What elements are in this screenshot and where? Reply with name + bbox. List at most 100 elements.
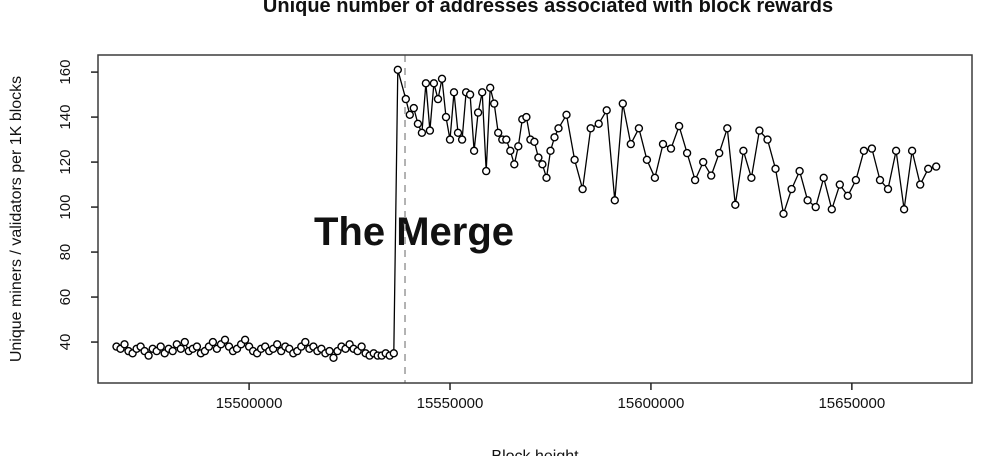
data-point <box>208 337 218 347</box>
data-point <box>357 342 366 351</box>
data-point <box>510 160 519 169</box>
plot-border <box>97 54 973 384</box>
data-point <box>325 346 334 356</box>
data-point <box>542 173 551 183</box>
y-axis-label: Unique miners / validators per 1K blocks <box>8 76 25 362</box>
data-point <box>240 335 250 344</box>
data-point <box>562 110 571 120</box>
data-point <box>421 79 431 88</box>
x-tick-label: 15550000 <box>417 395 484 412</box>
chart-title: Unique number of addresses associated wi… <box>263 0 833 17</box>
data-point <box>747 173 756 183</box>
data-point <box>413 119 423 129</box>
data-series <box>112 65 941 362</box>
data-point <box>465 90 475 99</box>
y-tick-label: 100 <box>57 195 74 220</box>
data-point <box>522 112 531 122</box>
data-point <box>763 135 772 144</box>
data-point <box>429 79 439 88</box>
data-point <box>156 342 165 351</box>
y-tick-label: 80 <box>57 244 74 261</box>
data-point <box>180 337 190 347</box>
data-point <box>835 180 844 189</box>
data-point <box>771 164 780 174</box>
data-point <box>482 166 491 176</box>
data-point <box>827 205 836 214</box>
data-point <box>779 209 788 219</box>
data-point <box>803 196 812 205</box>
data-point <box>674 121 684 131</box>
data-point <box>682 148 692 158</box>
data-point <box>811 202 820 212</box>
data-point <box>425 126 435 135</box>
data-point <box>144 351 153 360</box>
data-point <box>417 128 427 138</box>
y-tick-label: 60 <box>57 289 74 306</box>
data-point <box>715 148 724 158</box>
data-point <box>437 74 447 84</box>
data-point <box>626 139 635 149</box>
data-point <box>819 173 828 183</box>
data-point <box>389 349 398 358</box>
data-point <box>578 184 587 194</box>
watermark: The Merge <box>314 210 514 254</box>
data-point <box>586 124 595 133</box>
data-point <box>220 335 230 344</box>
data-point <box>787 184 796 194</box>
data-point <box>486 83 495 93</box>
data-point <box>534 153 543 162</box>
data-point <box>457 135 467 144</box>
data-point <box>449 88 459 97</box>
data-point <box>899 205 909 214</box>
data-point <box>490 99 499 108</box>
data-point <box>707 171 716 180</box>
data-point <box>176 344 186 353</box>
data-point <box>168 346 177 356</box>
data-point <box>441 112 451 122</box>
data-point <box>739 146 748 156</box>
data-point <box>867 144 877 153</box>
data-point <box>570 155 579 165</box>
data-point <box>514 142 523 151</box>
data-point <box>401 94 410 104</box>
x-tick-label: 15500000 <box>216 395 283 412</box>
plot-frame <box>97 54 973 384</box>
y-axis: 40 60 80 100 120 140 160 <box>57 60 98 350</box>
data-point <box>473 108 483 117</box>
data-point <box>916 180 925 189</box>
data-point <box>506 146 515 156</box>
data-point <box>843 191 852 201</box>
data-point <box>642 155 652 165</box>
data-point <box>924 164 933 174</box>
y-tick-label: 140 <box>57 105 74 130</box>
data-point <box>666 144 676 153</box>
data-point <box>120 340 129 349</box>
data-point <box>502 135 511 144</box>
data-point <box>192 342 202 351</box>
data-point <box>530 137 539 147</box>
data-point <box>393 65 402 75</box>
data-point <box>494 128 503 138</box>
data-point <box>594 119 603 129</box>
data-point <box>755 126 764 135</box>
x-axis: 15500000 15550000 15600000 15650000 <box>216 383 885 412</box>
y-tick-label: 160 <box>57 60 74 85</box>
data-point <box>301 337 310 347</box>
data-point <box>478 88 487 97</box>
x-tick-label: 15600000 <box>618 395 685 412</box>
data-point <box>723 124 732 133</box>
data-point <box>329 353 338 362</box>
data-point <box>859 146 869 156</box>
data-point <box>618 99 627 108</box>
data-point <box>891 146 901 156</box>
data-point <box>445 135 455 144</box>
y-tick-label: 120 <box>57 150 74 175</box>
data-point <box>550 133 559 142</box>
data-point <box>634 124 644 133</box>
data-point <box>932 162 941 171</box>
data-point <box>453 128 463 138</box>
data-point <box>875 175 885 185</box>
data-point <box>795 166 804 176</box>
